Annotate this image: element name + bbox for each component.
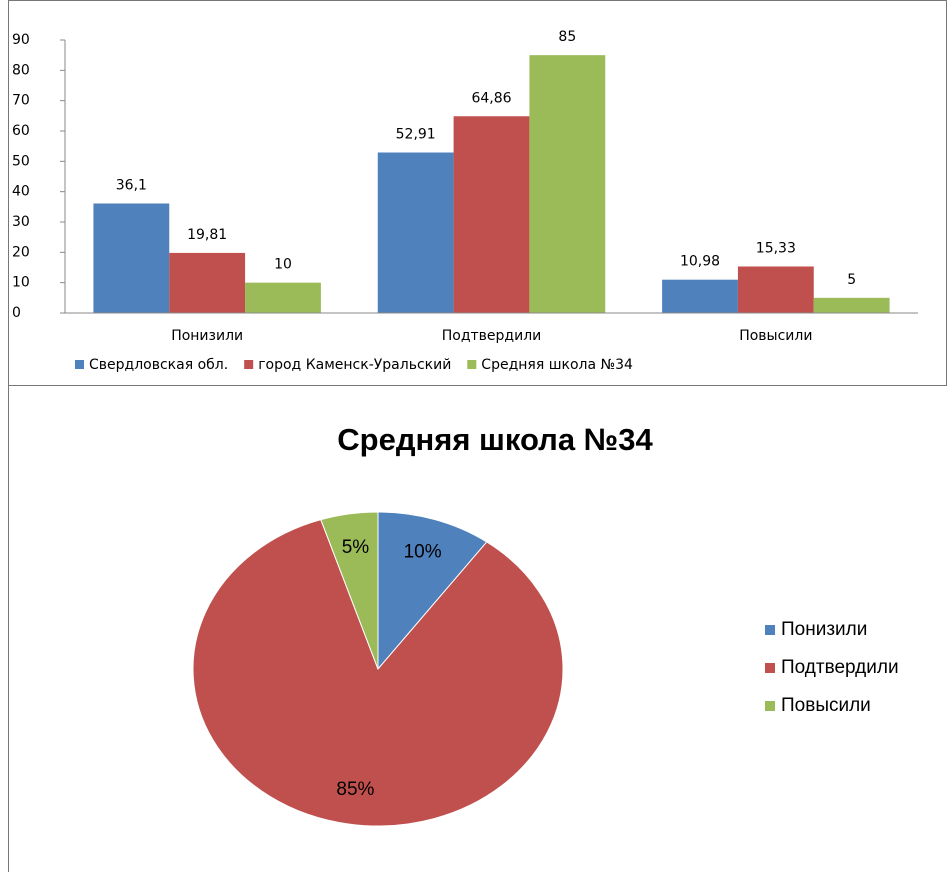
data-label: 85 [558, 29, 576, 45]
bar [377, 152, 454, 313]
bar [453, 116, 530, 314]
y-tick-label: 10 [12, 275, 30, 291]
bar [169, 252, 246, 313]
legend-swatch [765, 663, 775, 673]
bar [245, 282, 321, 313]
bar [662, 279, 738, 313]
y-tick-label: 40 [12, 184, 30, 200]
data-label: 52,91 [396, 127, 436, 143]
y-tick-label: 70 [12, 93, 30, 109]
legend-label: Подтвердили [781, 657, 899, 678]
pie-slice [192, 519, 564, 827]
legend-swatch [467, 360, 477, 369]
legend-swatch [765, 625, 775, 635]
bar [93, 203, 170, 313]
data-label: 5% [342, 537, 370, 558]
data-label: 19,81 [187, 227, 227, 243]
legend-label: город Каменск-Уральский [258, 357, 451, 373]
legend-label: Свердловская обл. [89, 357, 228, 373]
y-tick-label: 30 [12, 214, 30, 230]
data-label: 5 [847, 272, 856, 288]
bar [737, 266, 814, 313]
chart-title: Средняя школа №34 [337, 422, 653, 457]
data-label: 36,1 [116, 177, 147, 193]
data-label: 10% [404, 542, 442, 563]
legend-swatch [75, 360, 84, 369]
data-label: 15,33 [756, 240, 796, 256]
y-tick-label: 0 [12, 305, 21, 321]
data-label: 10,98 [680, 254, 720, 270]
bar [813, 297, 890, 313]
legend-swatch [765, 701, 775, 711]
legend-swatch [244, 360, 254, 369]
data-label: 64,86 [471, 90, 511, 106]
x-tick-label: Понизили [171, 328, 243, 344]
data-label: 10 [274, 257, 292, 273]
legend-label: Понизили [781, 619, 867, 640]
y-tick-label: 60 [12, 123, 30, 139]
y-tick-label: 50 [12, 153, 30, 169]
y-tick-label: 20 [12, 244, 30, 260]
pie-slice [320, 511, 379, 670]
legend-label: Повысили [781, 695, 871, 716]
x-tick-label: Подтвердили [442, 328, 542, 344]
data-label: 85% [336, 779, 374, 800]
y-tick-label: 80 [12, 62, 30, 78]
bar-frame [8, 0, 947, 386]
pie-slice [377, 511, 488, 671]
y-tick-label: 90 [12, 32, 30, 48]
bar [529, 55, 606, 314]
legend-label: Средняя школа №34 [481, 357, 633, 373]
x-tick-label: Повысили [739, 328, 812, 344]
